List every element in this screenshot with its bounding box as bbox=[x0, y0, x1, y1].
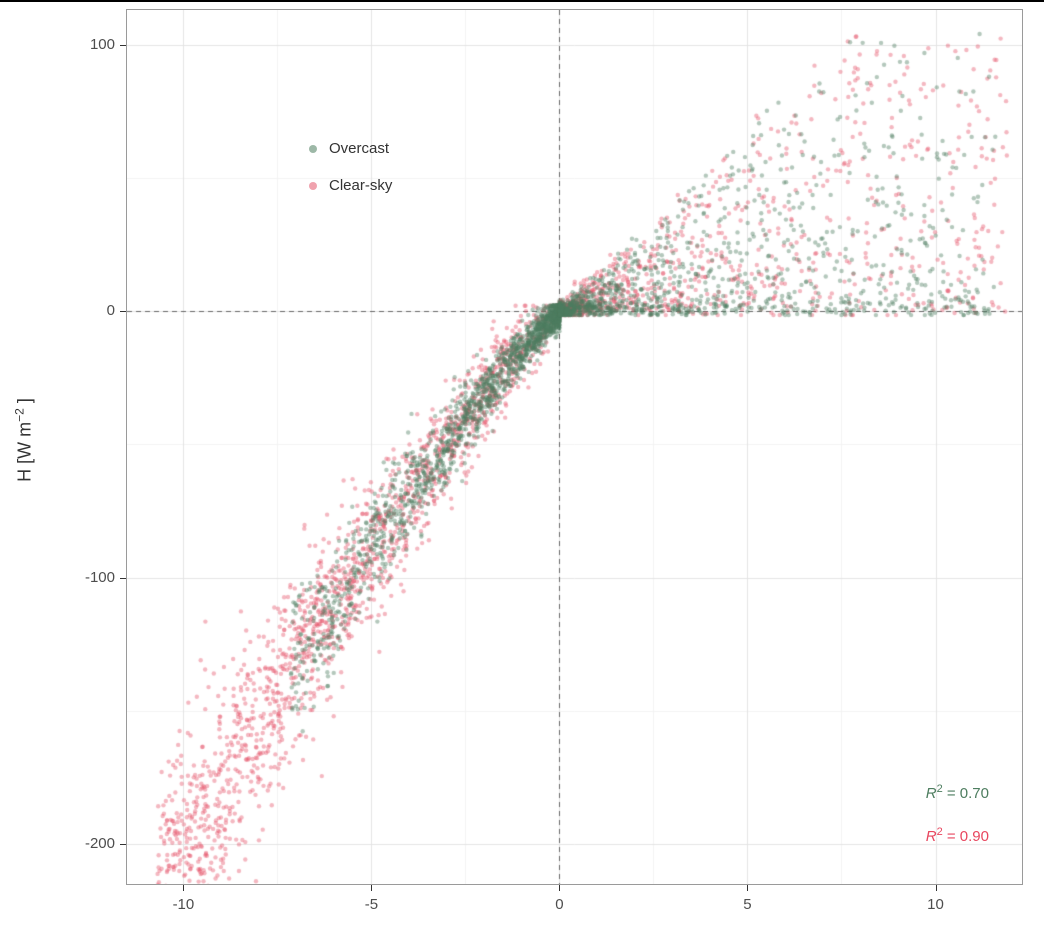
window-top-border bbox=[0, 0, 1044, 2]
r2-clear-sky: R2 = 0.90 bbox=[925, 826, 989, 845]
y-tick-label: -100 bbox=[84, 568, 115, 586]
legend: Overcast Clear-sky bbox=[309, 130, 392, 204]
y-axis-tick-mark bbox=[120, 578, 126, 579]
x-tick-label: -10 bbox=[172, 896, 195, 913]
x-axis-tick-mark bbox=[371, 885, 372, 891]
r2-annotations: R2 = 0.70 R2 = 0.90 bbox=[925, 758, 989, 845]
x-tick-label: 10 bbox=[927, 896, 944, 913]
x-axis-tick-mark bbox=[936, 885, 937, 891]
clear-sky-marker-icon bbox=[309, 181, 317, 190]
y-axis-title-superscript: −2 bbox=[12, 408, 27, 422]
x-axis-tick-mark bbox=[747, 885, 748, 891]
y-tick-label: 100 bbox=[89, 35, 115, 53]
x-tick-label: -5 bbox=[364, 896, 379, 913]
r2-overcast-symbol: R bbox=[925, 785, 937, 802]
overcast-marker-icon bbox=[309, 144, 317, 153]
r2-overcast-exponent: 2 bbox=[936, 783, 943, 795]
x-axis-tick-mark bbox=[559, 885, 560, 891]
legend-item-clear-sky: Clear-sky bbox=[309, 167, 392, 204]
r2-overcast: R2 = 0.70 bbox=[925, 783, 989, 802]
scatter-points-canvas bbox=[127, 10, 1022, 884]
y-axis-tick-mark bbox=[120, 311, 126, 312]
legend-label-overcast: Overcast bbox=[329, 140, 390, 157]
r2-clear-sky-symbol: R bbox=[925, 828, 937, 845]
legend-label-clear-sky: Clear-sky bbox=[329, 177, 393, 194]
y-axis-title-bracket: ] bbox=[14, 398, 35, 409]
x-tick-label: 5 bbox=[743, 896, 752, 913]
x-tick-label: 0 bbox=[555, 896, 564, 913]
y-axis-title: H [W m−2 ] bbox=[13, 398, 36, 482]
y-axis-tick-mark bbox=[120, 45, 126, 46]
x-axis-tick-mark bbox=[183, 885, 184, 891]
y-tick-label: -200 bbox=[84, 835, 115, 853]
r2-clear-sky-exponent: 2 bbox=[936, 826, 943, 838]
y-tick-label: 0 bbox=[106, 302, 115, 320]
r2-clear-sky-value: = 0.90 bbox=[942, 828, 989, 845]
y-axis-tick-mark bbox=[120, 844, 126, 845]
plot-panel: Overcast Clear-sky R2 = 0.70 R2 = 0.90 bbox=[126, 9, 1023, 885]
legend-item-overcast: Overcast bbox=[309, 130, 392, 167]
y-axis-title-text: H [W m bbox=[14, 421, 35, 482]
r2-overcast-value: = 0.70 bbox=[942, 785, 989, 802]
